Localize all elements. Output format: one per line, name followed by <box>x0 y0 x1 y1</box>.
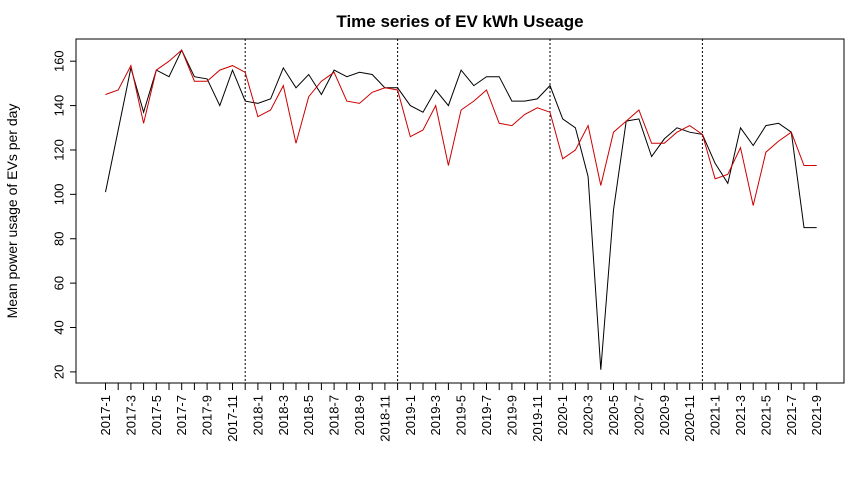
x-tick-label-2017-3: 2017-3 <box>123 395 138 435</box>
y-tick-label-100: 100 <box>51 184 66 206</box>
x-tick-label-2019-11: 2019-11 <box>530 395 545 442</box>
year-divider-lines <box>244 39 703 383</box>
x-tick-label-2018-1: 2018-1 <box>250 395 265 435</box>
chart-title: Time series of EV kWh Useage <box>336 12 583 31</box>
x-tick-label-2019-9: 2019-9 <box>504 395 519 435</box>
x-tick-label-2019-3: 2019-3 <box>428 395 443 435</box>
x-tick-label-2017-5: 2017-5 <box>149 395 164 435</box>
x-tick-label-2020-5: 2020-5 <box>606 395 621 435</box>
x-tick-label-2020-9: 2020-9 <box>657 395 672 435</box>
series-line-1 <box>105 48 817 370</box>
x-tick-label-2021-7: 2021-7 <box>784 395 799 435</box>
x-tick-label-2018-9: 2018-9 <box>352 395 367 435</box>
y-tick-label-160: 160 <box>51 50 66 72</box>
x-tick-label-2017-11: 2017-11 <box>225 395 240 442</box>
y-tick-label-20: 20 <box>51 365 66 379</box>
x-tick-label-2020-7: 2020-7 <box>631 395 646 435</box>
series-lines <box>105 48 817 370</box>
x-tick-label-2020-3: 2020-3 <box>581 395 596 435</box>
x-tick-label-2021-9: 2021-9 <box>809 395 824 435</box>
x-tick-label-2019-5: 2019-5 <box>454 395 469 435</box>
x-tick-label-2019-7: 2019-7 <box>479 395 494 435</box>
x-tick-label-2017-1: 2017-1 <box>98 395 113 435</box>
y-axis: 20 40 60 80 100 120 140 160 <box>51 50 77 379</box>
x-tick-label-2021-1: 2021-1 <box>708 395 723 435</box>
x-tick-label-2018-7: 2018-7 <box>327 395 342 435</box>
x-tick-label-2021-5: 2021-5 <box>758 395 773 435</box>
x-tick-label-2018-3: 2018-3 <box>276 395 291 435</box>
y-tick-label-60: 60 <box>51 276 66 290</box>
x-tick-label-2019-1: 2019-1 <box>403 395 418 435</box>
y-tick-label-120: 120 <box>51 139 66 161</box>
x-tick-label-2018-11: 2018-11 <box>377 395 392 442</box>
x-axis: 2017-1 2017-3 2017-5 2017-7 2017-9 2017-11 201… <box>98 382 824 442</box>
plot-box <box>75 38 845 384</box>
x-tick-label-2017-9: 2017-9 <box>200 395 215 435</box>
y-axis-label: Mean power usage of EVs per day <box>4 104 20 319</box>
y-tick-label-80: 80 <box>51 232 66 246</box>
x-tick-label-2020-1: 2020-1 <box>555 395 570 435</box>
y-tick-label-140: 140 <box>51 95 66 117</box>
x-tick-label-2021-3: 2021-3 <box>733 395 748 435</box>
series-line-2 <box>105 49 817 206</box>
x-tick-label-2018-5: 2018-5 <box>301 395 316 435</box>
y-tick-label-40: 40 <box>51 320 66 334</box>
x-tick-label-2020-11: 2020-11 <box>682 395 697 442</box>
x-tick-label-2017-7: 2017-7 <box>174 395 189 435</box>
